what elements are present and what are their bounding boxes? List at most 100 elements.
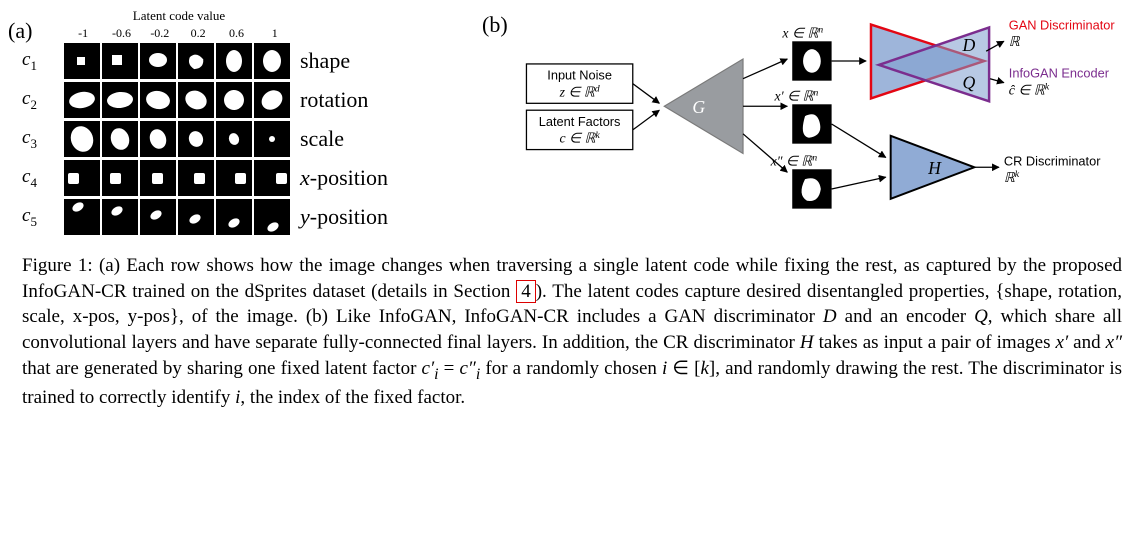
caption-D: D bbox=[823, 306, 837, 327]
latent-row: c4 x-position bbox=[22, 160, 462, 196]
latent-cell bbox=[178, 121, 214, 157]
xpp-label: x″ ∈ ℝn bbox=[770, 152, 818, 168]
latent-cell bbox=[64, 199, 100, 235]
latent-cell bbox=[102, 160, 138, 196]
caption-text-9: ∈ [ bbox=[667, 358, 700, 379]
x-label: x ∈ ℝn bbox=[781, 24, 823, 40]
latent-cell bbox=[140, 121, 176, 157]
latent-cell bbox=[216, 199, 252, 235]
latent-cell bbox=[178, 43, 214, 79]
latent-code-header: Latent code value bbox=[64, 8, 294, 24]
latent-cell bbox=[140, 43, 176, 79]
gan-disc-out: ℝ bbox=[1009, 34, 1021, 49]
latent-cell bbox=[178, 82, 214, 118]
caption-text-7: that are generated by sharing one fixed … bbox=[22, 358, 422, 379]
tick-label: -1 bbox=[64, 26, 102, 41]
latent-row-name: shape bbox=[300, 48, 350, 74]
generator-label: G bbox=[692, 97, 705, 117]
panel-a: (a) Latent code value -1-0.6-0.20.20.61 … bbox=[22, 8, 462, 243]
latent-code-label: c1 bbox=[22, 49, 64, 74]
tick-label: -0.2 bbox=[141, 26, 179, 41]
panel-b-label: (b) bbox=[482, 12, 508, 38]
input-noise-title: Input Noise bbox=[547, 68, 612, 83]
infogan-enc-out: ĉ ∈ ℝk bbox=[1009, 82, 1050, 98]
latent-cell bbox=[140, 160, 176, 196]
xp-label: x′ ∈ ℝn bbox=[774, 87, 819, 103]
panel-b: (b) Input Noise z ∈ ℝd Latent Factors c … bbox=[492, 8, 1122, 243]
latent-cells bbox=[64, 121, 290, 157]
latent-cell bbox=[178, 199, 214, 235]
tick-label: -0.6 bbox=[102, 26, 140, 41]
caption-Q: Q bbox=[974, 306, 988, 327]
arrow-latent-to-g bbox=[633, 110, 660, 130]
latent-cells bbox=[64, 199, 290, 235]
latent-cell bbox=[254, 82, 290, 118]
latent-rows-container: c1 shape c2 rotation c3scale c4 x-position c5 y-… bbox=[22, 43, 462, 235]
latent-cell bbox=[64, 160, 100, 196]
h-label: H bbox=[927, 158, 942, 178]
latent-cell bbox=[140, 82, 176, 118]
latent-cell bbox=[254, 199, 290, 235]
latent-row: c2 rotation bbox=[22, 82, 462, 118]
caption-k: k bbox=[700, 358, 708, 379]
arrow-g-to-x bbox=[743, 59, 787, 79]
latent-cell bbox=[254, 121, 290, 157]
d-label: D bbox=[962, 35, 976, 55]
latent-row: c5 y-position bbox=[22, 199, 462, 235]
latent-cell bbox=[102, 82, 138, 118]
latent-cell bbox=[64, 43, 100, 79]
latent-factors-math: c ∈ ℝk bbox=[559, 130, 600, 146]
latent-row-name: x-position bbox=[300, 165, 388, 191]
latent-cell bbox=[140, 199, 176, 235]
latent-cell bbox=[102, 199, 138, 235]
latent-cell bbox=[178, 160, 214, 196]
section-ref-link[interactable]: 4 bbox=[516, 280, 536, 303]
latent-row-name: y-position bbox=[300, 204, 388, 230]
latent-row-name: rotation bbox=[300, 87, 368, 113]
latent-cells bbox=[64, 160, 290, 196]
latent-cells bbox=[64, 43, 290, 79]
caption-text-5: takes as input a pair of images bbox=[814, 332, 1056, 353]
latent-cells bbox=[64, 82, 290, 118]
figure-panels-row: (a) Latent code value -1-0.6-0.20.20.61 … bbox=[22, 8, 1122, 243]
arrow-q-out bbox=[990, 79, 1004, 83]
figure-caption: Figure 1: (a) Each row shows how the ima… bbox=[22, 253, 1122, 410]
latent-code-label: c4 bbox=[22, 166, 64, 191]
caption-cppi: c″i bbox=[459, 358, 480, 379]
latent-code-label: c5 bbox=[22, 205, 64, 230]
latent-code-ticks: -1-0.6-0.20.20.61 bbox=[64, 26, 294, 41]
latent-cell bbox=[216, 82, 252, 118]
tick-label: 0.2 bbox=[179, 26, 217, 41]
cr-disc-out: ℝk bbox=[1004, 169, 1020, 185]
latent-cell bbox=[254, 160, 290, 196]
caption-xp: x′ bbox=[1056, 332, 1069, 353]
gan-disc-title: GAN Discriminator bbox=[1009, 17, 1116, 32]
arrow-xpp-to-h bbox=[832, 177, 886, 189]
latent-cell bbox=[102, 43, 138, 79]
caption-eq: = bbox=[439, 358, 460, 379]
arrow-xp-to-h bbox=[832, 124, 886, 157]
arrow-noise-to-g bbox=[633, 84, 660, 104]
latent-cell bbox=[216, 43, 252, 79]
q-label: Q bbox=[963, 73, 976, 93]
latent-cell bbox=[216, 121, 252, 157]
infogan-enc-title: InfoGAN Encoder bbox=[1009, 66, 1110, 81]
tick-label: 0.6 bbox=[217, 26, 255, 41]
architecture-diagram: Input Noise z ∈ ℝd Latent Factors c ∈ ℝk… bbox=[492, 8, 1122, 238]
caption-H: H bbox=[800, 332, 814, 353]
latent-code-label: c3 bbox=[22, 127, 64, 152]
input-noise-math: z ∈ ℝd bbox=[559, 84, 600, 100]
x-image-shape bbox=[803, 49, 821, 73]
latent-cell bbox=[254, 43, 290, 79]
caption-xpp: x″ bbox=[1106, 332, 1122, 353]
latent-code-label: c2 bbox=[22, 88, 64, 113]
caption-text-8: for a randomly chosen bbox=[480, 358, 662, 379]
latent-cell bbox=[64, 82, 100, 118]
caption-text-11: , the index of the fixed factor. bbox=[240, 387, 465, 408]
latent-row: c3scale bbox=[22, 121, 462, 157]
cr-disc-title: CR Discriminator bbox=[1004, 153, 1101, 168]
latent-factors-title: Latent Factors bbox=[539, 114, 621, 129]
tick-label: 1 bbox=[256, 26, 294, 41]
latent-cell bbox=[216, 160, 252, 196]
latent-cell bbox=[102, 121, 138, 157]
